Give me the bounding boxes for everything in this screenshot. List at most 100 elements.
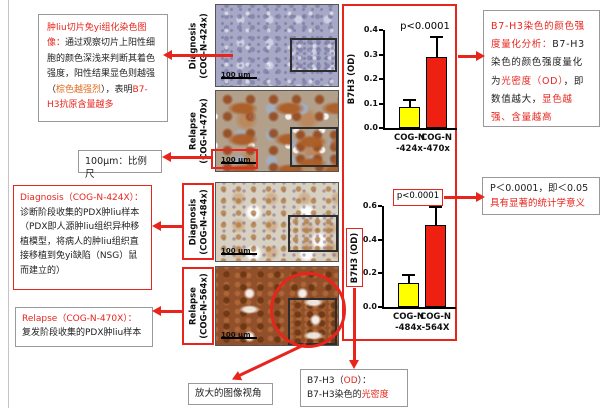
y-axis-label-highlighted: B7H3 (OD)	[346, 228, 363, 287]
p-value-label-boxed: p<0.0001	[393, 189, 443, 206]
text-segment: ）： B7-H3染色的	[307, 376, 372, 401]
label-highlight-rect-484x	[182, 183, 214, 260]
text-segment: B7-H3染色的颜色强度量化为	[491, 39, 585, 87]
y-tick-label: 0.4	[362, 234, 377, 244]
text-segment: 放大的图像视角	[195, 388, 262, 399]
bar-COG-N-424x	[399, 106, 420, 128]
y-tick-mark	[378, 306, 382, 308]
micrograph-inset	[290, 127, 338, 167]
slide-edge-line	[8, 0, 9, 408]
charts-frame-rect	[342, 4, 457, 341]
y-tick-label: 0.0	[363, 123, 378, 132]
micrograph-diagnosis-424x: 100 μm	[215, 4, 339, 87]
y-tick-mark	[378, 272, 382, 275]
text-segment: ），表明	[101, 84, 133, 95]
chart-plot-area: 0.0 0.1 0.2 0.3 0.4 COG-N -424x COG-N -470x	[364, 25, 457, 154]
y-tick-mark	[379, 102, 383, 105]
arrowhead	[229, 370, 243, 384]
y-tick-label: 0.0	[362, 302, 377, 311]
scale-bar: 100 μm	[221, 247, 257, 255]
text-segment: B7-H3染色的颜色强度量化分析：	[491, 21, 585, 51]
scale-bar: 100 μm	[221, 71, 257, 79]
arrowhead	[152, 306, 161, 316]
y-tick-mark	[379, 127, 383, 129]
arrowhead	[476, 51, 485, 61]
micrograph-relapse-470x: 100 μm	[215, 90, 339, 172]
bar-COG-N-564X	[425, 224, 446, 307]
label-line: Diagnosis	[188, 22, 199, 69]
y-tick-mark	[378, 205, 382, 207]
micrograph-diagnosis-484x: 100 μm	[215, 182, 339, 262]
ihc-note-box: 肿liu切片免yi组化染色图像：通过观察切片上阳性细胞的颜色深浅来判断其着色强度…	[38, 14, 168, 122]
error-bar	[430, 36, 443, 57]
p-value-label: p<0.0001	[400, 21, 450, 32]
y-tick-label: 0.6	[362, 201, 377, 210]
error-stem	[408, 98, 411, 107]
magnifier-circle	[270, 272, 346, 348]
text-segment: 具有显著的统计学意义	[490, 197, 586, 209]
diagnosis-note-box: Diagnosis（COG-N-424X）： 诊断阶段收集的PDX肿liu样本（…	[13, 185, 152, 290]
scalebar-highlight-rect	[211, 149, 258, 169]
arrow-to-ihc-note	[171, 54, 233, 57]
micrograph-label-relapse-470x: Relapse (COG-N-470x)	[184, 90, 214, 172]
magnified-note-box: 放大的图像视角	[188, 383, 273, 405]
y-tick-label: 0.2	[363, 74, 378, 83]
relapse-note-box: Relapse（COG-N-470X）： 复发阶段收集的PDX肿liu样本	[15, 307, 153, 347]
y-tick-mark	[379, 78, 383, 80]
od-note-box: B7-H3（OD）： B7-H3染色的光密度	[300, 369, 408, 407]
text-segment: OD	[343, 376, 358, 386]
arrowhead	[476, 192, 485, 202]
pvalue-note-box: P＜0.0001，即＜0.05 具有显著的统计学意义	[482, 177, 600, 215]
micrograph-inset	[290, 38, 337, 72]
text-segment: 100μm：比例尺	[85, 156, 147, 181]
x-category-label: COG-N -424x	[393, 133, 426, 154]
scale-bar: 100 μm	[221, 331, 257, 339]
error-bar	[403, 98, 416, 107]
arrow-to-relapse-note	[160, 310, 184, 313]
text-segment: 光密度（OD）	[501, 75, 564, 87]
micrograph-label-diagnosis-424x: Diagnosis (COG-N-424x)	[184, 4, 214, 87]
text-segment: Diagnosis（COG-N-424X）：	[20, 193, 144, 203]
y-tick-label: 0.1	[363, 98, 378, 108]
arrowhead	[349, 360, 359, 369]
y-tick-label: 0.2	[362, 268, 377, 278]
chart-plot-area: 0.0 0.2 0.4 0.6 COG-N -484x COG-N -564X	[363, 201, 456, 333]
error-bar	[402, 274, 415, 283]
bar-COG-N-470x	[426, 56, 447, 128]
text-segment: P＜0.0001，即＜0.05	[490, 183, 589, 194]
arrow-to-magnified-note	[229, 343, 307, 384]
arrowhead	[152, 221, 161, 231]
scale-note-box: 100μm：比例尺	[78, 150, 162, 180]
arrow-to-od-note	[353, 288, 356, 361]
label-line: (COG-N-424x)	[199, 12, 209, 79]
label-highlight-rect-564x	[182, 267, 214, 345]
bar-chart-484x-564x: p<0.0001 B7H3 (OD) 0.0 0.2 0.4 0.6 COG-N -484…	[340, 185, 462, 345]
arrow-to-scale-note	[170, 156, 213, 159]
text-segment: 肿liu切片免yi组化染色图像：	[47, 23, 147, 49]
quant-note-box: B7-H3染色的颜色强度量化分析：B7-H3染色的颜色强度量化为光密度（OD），…	[483, 10, 600, 127]
y-tick-label: 0.3	[363, 49, 378, 59]
text-segment: B7-H3（	[307, 376, 344, 386]
text-segment: B7-H3抗原含量越多	[47, 84, 148, 111]
x-category-label: COG-N -470x	[420, 133, 453, 154]
y-tick-label: 0.4	[363, 25, 378, 34]
text-segment: 光密度	[361, 390, 389, 401]
label-line: (COG-N-470x)	[199, 98, 209, 164]
arrow-to-diagnosis-note	[160, 225, 184, 228]
error-stem	[407, 274, 410, 283]
error-stem	[435, 36, 438, 57]
text-segment: 复发阶段收集的PDX肿liu样本	[22, 328, 142, 339]
text-segment: ，即数值越大，	[491, 75, 585, 105]
label-line: Relapse	[188, 112, 199, 150]
arrowhead	[163, 50, 172, 60]
error-bar	[429, 206, 442, 225]
text-segment: 棕色越强烈	[56, 84, 102, 95]
x-category-label: COG-N -564X	[419, 312, 452, 333]
bar-chart-424x-470x: p<0.0001 B7H3 (OD) 0.0 0.1 0.2 0.3 0.4 COG-N -…	[340, 18, 462, 168]
text-segment: 诊断阶段收集的PDX肿liu样本（PDX即人源肿liu组织异种移植模型，将病人的…	[20, 207, 140, 276]
arrow-to-pvalue-note	[444, 196, 477, 199]
x-category-label: COG-N -484x	[392, 312, 425, 333]
y-tick-mark	[379, 29, 383, 31]
micrograph-inset	[288, 215, 338, 252]
